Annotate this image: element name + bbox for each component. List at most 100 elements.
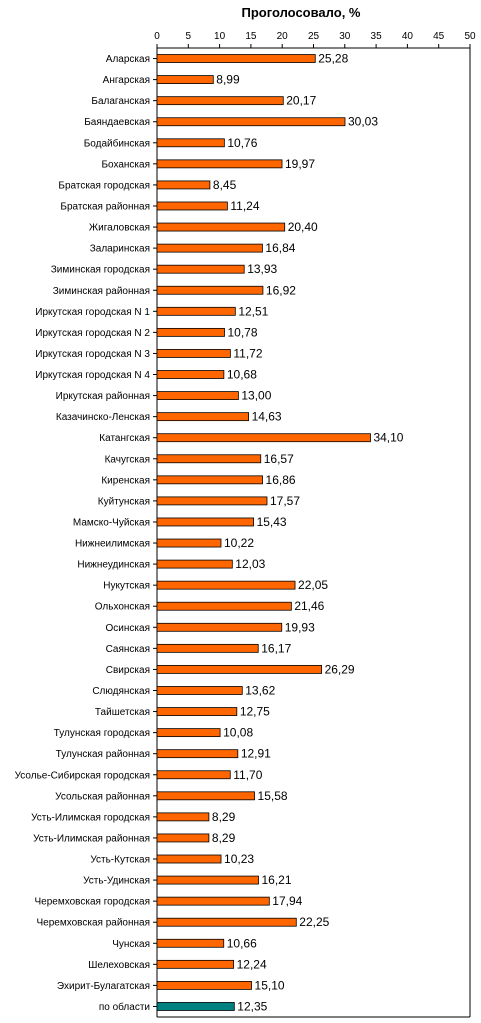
bar (156, 412, 249, 422)
category-labels: Аларская Ангарская Балаганская Баяндаевская… (15, 54, 151, 1013)
data-label: 25,28 (318, 52, 348, 66)
data-label: 12,03 (235, 557, 265, 571)
bar (156, 896, 270, 906)
category-label: Ангарская (103, 75, 150, 86)
category-label: Свирская (106, 665, 150, 676)
bar (156, 812, 210, 822)
data-label: 8,29 (212, 831, 236, 845)
x-tick-label: 20 (277, 31, 289, 42)
category-label: Балаганская (91, 96, 150, 107)
category-label: Иркутская районная (56, 391, 150, 402)
category-label: Бодайбинская (84, 137, 150, 149)
bar (156, 264, 245, 274)
category-label: Тулунская городская (54, 728, 150, 739)
bar (156, 622, 283, 632)
category-label: Усть-Илимская районная (33, 833, 150, 844)
x-tick-label: 30 (339, 31, 351, 42)
bar (156, 391, 239, 400)
category-label: Казачинско-Ленская (56, 412, 150, 423)
x-tick-label: 50 (464, 31, 476, 42)
category-label: Нижнеудинская (77, 560, 150, 571)
data-label: 12,91 (241, 747, 271, 761)
bar-total (156, 1002, 235, 1011)
bar (156, 349, 231, 358)
category-label: Жигаловская (89, 223, 150, 234)
data-label: 12,75 (240, 705, 270, 719)
bar (156, 728, 221, 738)
x-tick-label: 40 (402, 31, 414, 42)
category-label: Тайшетская (95, 707, 150, 718)
data-label: 10,66 (227, 936, 257, 950)
category-label: по области (99, 1001, 150, 1013)
bar (156, 791, 255, 801)
category-label: Усть-Кутская (90, 855, 150, 866)
data-label: 19,97 (285, 157, 315, 171)
data-label: 15,10 (255, 978, 285, 992)
category-label: Шелеховская (88, 960, 150, 971)
x-tick-label: 15 (245, 31, 257, 42)
value-labels: 25,28 8,99 20,17 30,03 10,76 19,97 8,45 11,24 20… (212, 52, 404, 1014)
category-label: Заларинская (90, 244, 150, 255)
data-label: 34,10 (373, 431, 403, 445)
bar (156, 243, 263, 253)
bar (156, 517, 254, 527)
category-label: Катангская (99, 433, 150, 444)
category-label: Иркутская городская N 4 (35, 370, 150, 381)
category-label: Усть-Удинская (83, 876, 150, 887)
data-label: 14,63 (252, 410, 282, 424)
data-label: 13,62 (245, 683, 275, 697)
data-label: 8,45 (213, 178, 237, 192)
bar (156, 222, 286, 232)
data-label: 11,72 (233, 346, 262, 360)
bar (156, 749, 239, 759)
bar (156, 959, 235, 969)
bar (156, 601, 292, 611)
category-label: Черемховская городская (34, 897, 150, 908)
x-tick-label: 45 (433, 31, 445, 42)
category-label: Нижнеилимская (75, 539, 150, 550)
category-label: Братская городская (58, 180, 150, 191)
bar (156, 475, 263, 485)
category-label: Нукутская (103, 581, 150, 592)
bar (156, 306, 236, 316)
bar (156, 643, 259, 653)
x-tick-label: 10 (214, 31, 226, 42)
data-label: 16,17 (261, 641, 291, 655)
x-tick-label: 25 (308, 31, 320, 42)
bar (156, 454, 262, 464)
category-label: Усть-Илимская городская (31, 812, 150, 823)
bar (156, 370, 225, 379)
bar (156, 686, 243, 695)
category-label: Ольхонская (95, 602, 150, 613)
category-label: Мамско-Чуйская (73, 517, 150, 528)
bar (156, 875, 259, 885)
data-label: 8,99 (216, 73, 240, 87)
category-label: Иркутская городская N 1 (35, 307, 150, 318)
x-tick-label: 35 (371, 31, 383, 42)
bar (156, 75, 214, 84)
data-label: 15,58 (258, 789, 288, 803)
data-label: 22,05 (298, 578, 328, 592)
data-label: 17,57 (270, 494, 300, 508)
data-label: 13,93 (247, 262, 277, 276)
category-label: Зиминская районная (53, 286, 150, 297)
bar (156, 54, 316, 63)
data-label: 12,35 (237, 999, 267, 1013)
bar (156, 96, 284, 106)
category-label: Киренская (101, 475, 150, 486)
bar (156, 327, 225, 337)
data-label: 30,03 (348, 115, 378, 129)
bar (156, 854, 222, 864)
bar (156, 938, 225, 948)
category-label: Тулунская районная (56, 749, 150, 760)
data-label: 11,70 (233, 768, 262, 782)
data-label: 15,43 (257, 515, 287, 529)
category-label: Иркутская городская N 3 (35, 349, 150, 360)
data-label: 20,40 (288, 220, 318, 234)
data-label: 12,51 (238, 304, 268, 318)
category-label: Иркутская городская N 2 (35, 328, 150, 339)
bar (156, 285, 264, 295)
x-tick-label: 0 (154, 31, 160, 42)
data-label: 26,29 (325, 662, 355, 676)
